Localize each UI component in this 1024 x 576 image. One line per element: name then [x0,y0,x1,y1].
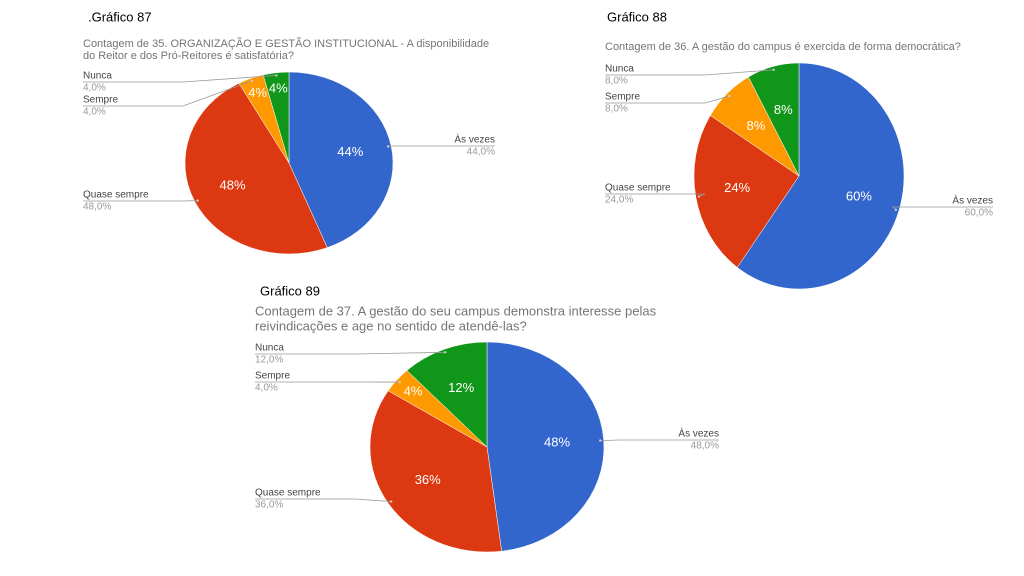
outer-value-label: 4,0% [255,383,278,394]
category-label: Quase sempre [605,183,671,194]
leader-dot [772,68,775,72]
outer-value-label: 8,0% [605,76,628,87]
category-label: Sempre [605,92,640,103]
leader-line [600,439,719,442]
leader-dot [398,380,401,384]
outer-value-label: 36,0% [255,500,283,511]
category-label: Sempre [255,371,290,382]
chart-title: Contagem de 35. ORGANIZAÇÃO E GESTÃO INS… [83,37,489,50]
leader-dot [728,94,731,98]
slice-value-label: 24% [724,180,750,195]
pie-slice [693,115,800,268]
outer-value-label: 24,0% [605,195,633,206]
outer-value-label: 12,0% [255,355,283,366]
leader-dot [386,145,390,148]
category-label: Nunca [83,71,112,82]
leader-dot [444,351,447,354]
slice-value-label: 4% [404,384,423,399]
leader-dot [389,500,393,503]
leader-dot [599,439,602,442]
slice-value-label: 12% [448,380,474,395]
leader-line [83,80,253,107]
leader-dot [250,79,254,83]
pie-slice [748,62,800,177]
chart-caption: .Gráfico 87 [88,9,152,24]
category-label: Às vezes [678,427,719,440]
leader-line [83,75,277,83]
slice-value-label: 8% [746,118,765,133]
leader-line [255,498,392,502]
slice-value-label: 4% [269,80,288,95]
pie-slice [262,71,290,164]
chart-title: do Reitor e dos Pró-Reitores é satisfató… [83,50,294,62]
leader-line [605,95,730,104]
outer-value-label: 4,0% [83,83,106,94]
chart-title: Contagem de 36. A gestão do campus é exe… [605,41,961,53]
outer-value-label: 48,0% [83,202,111,213]
slice-value-label: 8% [774,102,793,117]
chart-caption: Gráfico 88 [607,9,667,24]
category-label: Nunca [255,343,284,354]
outer-value-label: 48,0% [691,441,719,452]
pie-slice [184,82,328,255]
outer-value-label: 44,0% [467,147,495,158]
pie-slice [406,341,488,448]
slice-value-label: 44% [337,144,363,159]
chart-title: Contagem de 37. A gestão do seu campus d… [255,303,657,318]
outer-value-label: 8,0% [605,104,628,115]
leader-dot [275,74,278,77]
slice-value-label: 60% [846,188,872,203]
category-label: Às vezes [952,194,993,207]
leader-line [605,193,706,197]
leader-line [892,206,993,211]
chart-title: reivindicações e age no sentido de atend… [255,318,527,333]
category-label: Às vezes [454,133,495,146]
slice-value-label: 36% [415,472,441,487]
leader-line [255,351,446,355]
pie-slice [736,62,905,290]
slice-value-label: 48% [544,434,570,449]
pie-slice [369,390,502,553]
category-label: Sempre [83,95,118,106]
category-label: Quase sempre [83,190,149,201]
leader-dot [196,199,199,202]
leader-dot [697,195,701,198]
leader-dot [894,208,898,212]
outer-value-label: 60,0% [965,208,993,219]
slice-value-label: 48% [220,178,246,193]
leader-line [605,69,774,76]
category-label: Nunca [605,64,634,75]
chart-caption: Gráfico 89 [260,283,320,298]
slice-value-label: 4% [248,85,267,100]
category-label: Quase sempre [255,488,321,499]
outer-value-label: 4,0% [83,107,106,118]
